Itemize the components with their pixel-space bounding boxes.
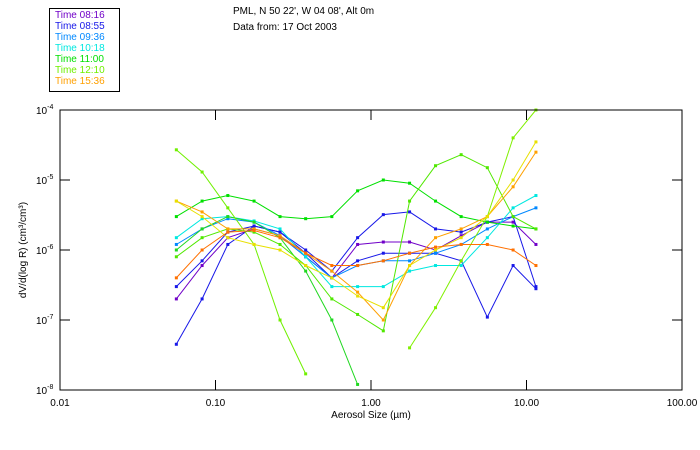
x-tick-label: 0.10 [206,398,226,409]
data-point [534,206,538,210]
y-tick-label: 10-6 [36,244,53,257]
series-time-12-10 [174,148,308,376]
x-axis-label: Aerosol Size (µm) [331,410,411,421]
data-point [534,227,538,231]
series-line [176,179,536,230]
series-time-15-36b [174,140,538,310]
y-tick-exp: -5 [47,174,53,181]
series-line [176,141,537,309]
series-line [175,216,359,385]
x-tick-label: 0.01 [50,398,70,409]
y-tick-base: 10 [36,176,48,187]
location-label: PML, N 50 22', W 04 08', Alt 0m [233,6,375,17]
legend-item: Time 12:10 [55,65,105,76]
legend: Time 08:16 Time 08:55 Time 09:36 Time 10:18… [49,8,120,92]
y-tick-exp: -8 [47,384,53,391]
y-axis-label: dV/d(log R) (cm³/cm³) [18,202,29,298]
x-tick-label: 1.00 [361,398,381,409]
x-tick-label: 10.00 [514,398,539,409]
data-point [534,264,538,268]
series-line [175,229,537,279]
y-tick-exp: -4 [47,104,53,111]
y-tick-base: 10 [36,316,48,327]
y-tick-label: 10-5 [36,174,53,187]
series-line [176,151,537,321]
series-line [409,109,537,349]
y-tick-label: 10-4 [36,104,53,117]
series-line [176,195,537,288]
legend-item: Time 08:16 [55,10,105,21]
y-tick-base: 10 [36,386,48,397]
chart-title: PML, N 50 22', W 04 08', Alt 0m Data fro… [233,4,374,36]
y-tick-label: 10-8 [36,384,53,397]
legend-item: Time 11:00 [55,54,104,65]
y-tick-base: 10 [36,246,48,257]
series-time-11-00b [174,215,360,386]
series-line [175,211,537,345]
y-tick-exp: -6 [47,244,53,251]
plot-frame [59,109,683,391]
y-tick-base: 10 [36,106,48,117]
y-tick-label: 10-7 [36,314,53,327]
data-point [534,140,538,144]
data-point [534,285,538,289]
series-line [176,154,537,332]
legend-item: Time 10:18 [55,43,105,54]
data-point [534,194,538,198]
legend-item: Time 09:36 [55,32,105,43]
legend-item: Time 08:55 [55,21,105,32]
x-tick-label: 100.00 [667,398,698,409]
series-time-11-00 [174,178,538,231]
series-line [175,149,307,375]
series-time-15-36c [174,228,538,280]
date-label: Data from: 17 Oct 2003 [233,22,337,33]
series-line [175,221,537,300]
y-tick-exp: -7 [47,314,53,321]
data-point [534,287,538,291]
legend-item: Time 15:36 [55,76,105,87]
